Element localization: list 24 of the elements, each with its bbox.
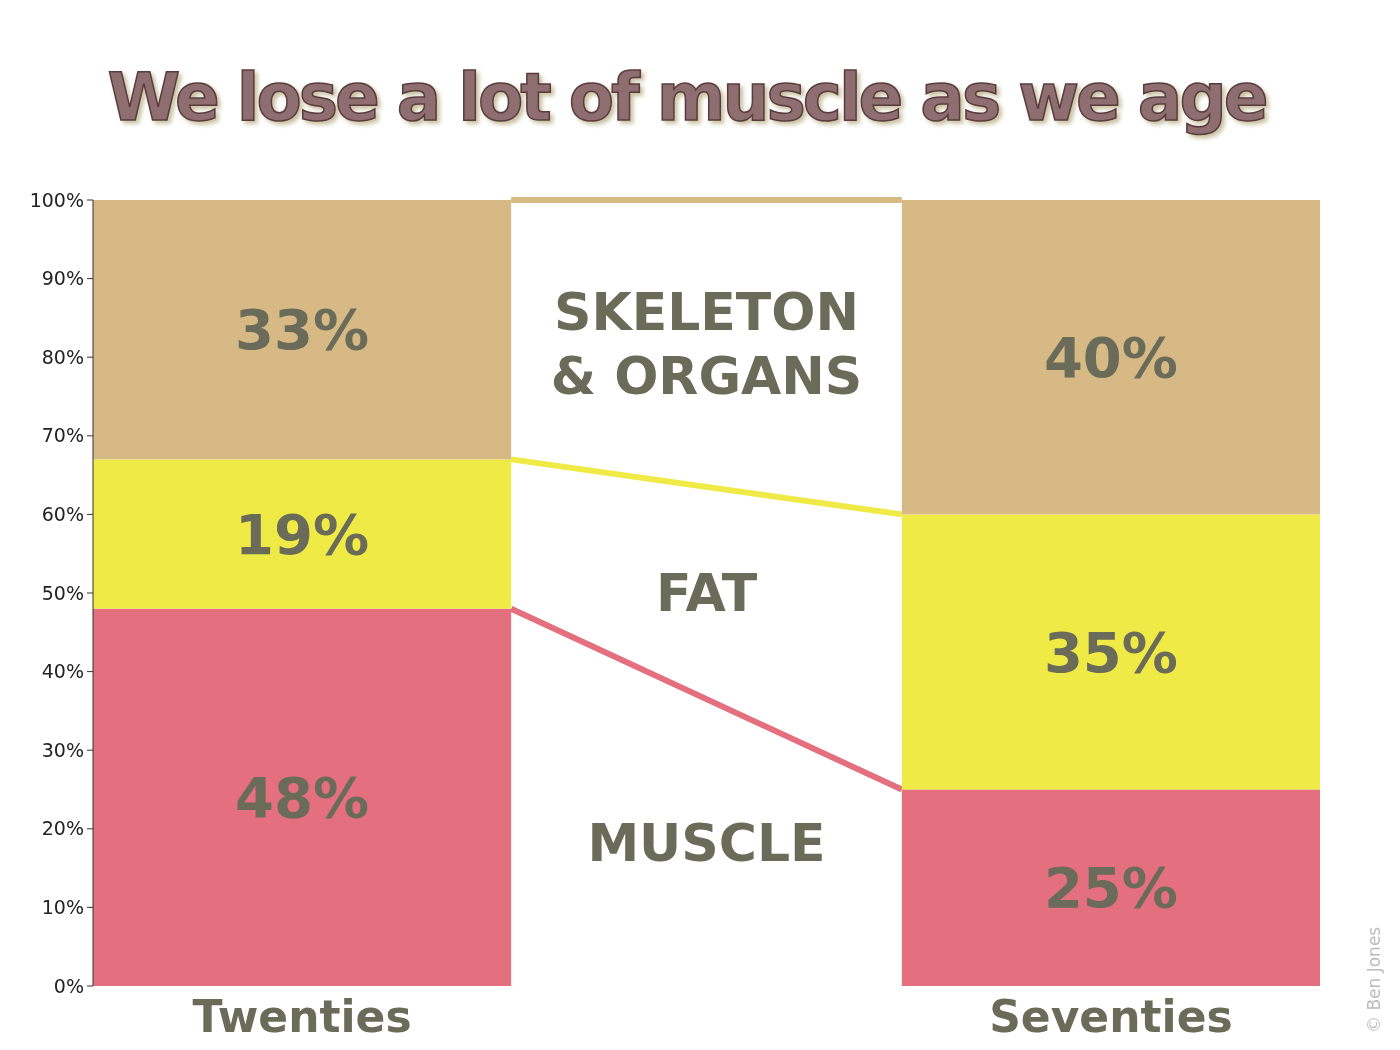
series-label: SKELETON & ORGANS xyxy=(550,281,863,406)
annotation: © Ben Jones xyxy=(1364,926,1384,1033)
y-tick-label: 60% xyxy=(41,503,84,526)
data-label: 40% xyxy=(1043,324,1178,390)
data-label: 48% xyxy=(235,764,370,830)
y-tick-label: 100% xyxy=(29,188,84,211)
y-tick-label: 10% xyxy=(41,896,84,919)
data-label: 33% xyxy=(235,297,370,363)
data-label: 35% xyxy=(1043,619,1178,685)
chart-title: We lose a lot of muscle as we age xyxy=(107,59,1266,136)
y-tick-label: 20% xyxy=(41,817,84,840)
y-tick-label: 0% xyxy=(53,974,84,997)
text: FAT xyxy=(655,563,758,624)
y-tick-label: 40% xyxy=(41,660,84,683)
y-tick-label: 70% xyxy=(41,424,84,447)
x-tick-label: Twenties xyxy=(192,991,412,1042)
y-tick-label: 80% xyxy=(41,345,84,368)
data-label: 25% xyxy=(1043,855,1178,921)
y-tick-label: 50% xyxy=(41,581,84,604)
y-tick-label: 90% xyxy=(41,267,84,290)
y-tick-label: 30% xyxy=(41,738,84,761)
data-label: 19% xyxy=(235,501,370,567)
series-label: MUSCLE xyxy=(587,812,826,873)
x-tick-label: Seventies xyxy=(989,991,1233,1042)
